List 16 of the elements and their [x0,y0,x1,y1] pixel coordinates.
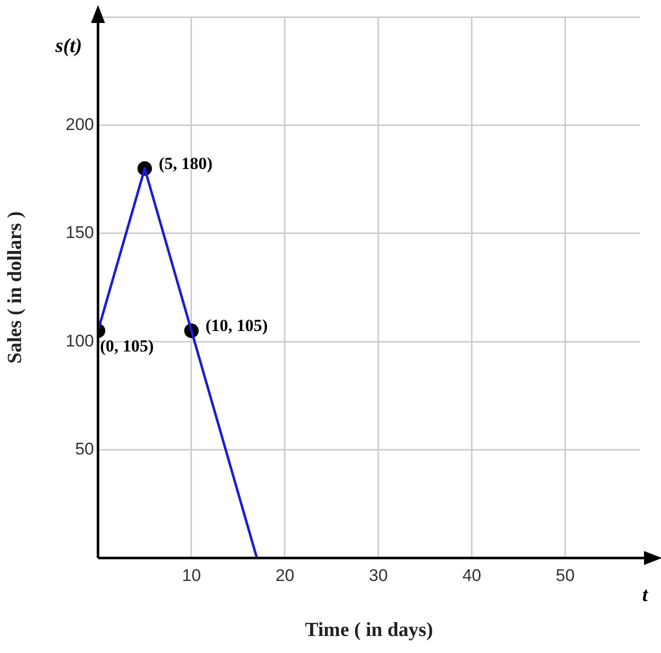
x-tick-label: 10 [182,566,201,585]
x-tick-label: 20 [275,566,294,585]
y-tick-label: 200 [66,114,94,134]
y-axis-title: Sales ( in dollars ) [4,211,26,364]
y-tick-label: 100 [66,331,94,350]
y-tick-label: 50 [75,439,94,458]
x-tick-label: 50 [556,566,575,585]
x-tick-label: 40 [462,566,482,585]
annotation: (0, 105) [100,336,154,356]
annotation: (10, 105) [205,316,268,336]
y-tick-label: 150 [66,223,94,242]
text: s(t) [54,35,82,58]
text: t [642,584,650,606]
x-tick-label: 30 [368,566,388,585]
annotation: (5, 180) [158,154,213,173]
x-axis-title: Time ( in days) [305,619,433,642]
